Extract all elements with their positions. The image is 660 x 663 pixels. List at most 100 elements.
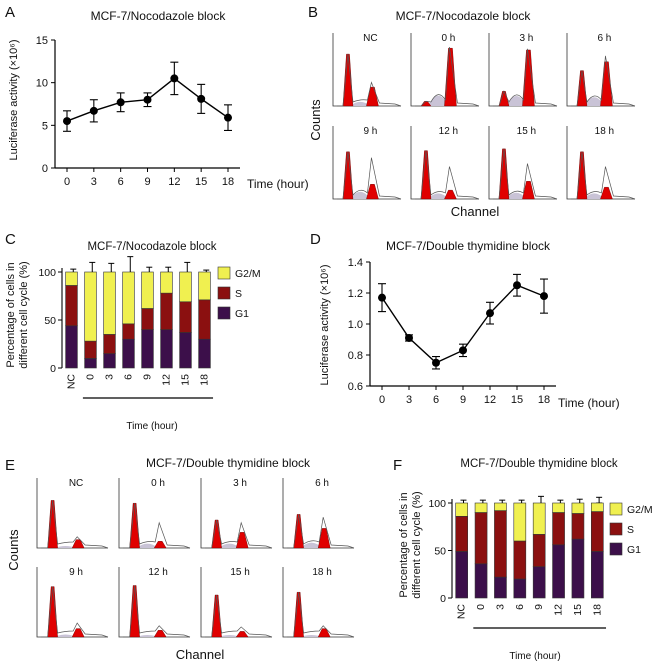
panel-f-bar-s xyxy=(552,512,565,546)
panel-c-bar-g2m xyxy=(103,271,116,335)
panel-c-bar-s xyxy=(198,299,211,340)
panel-b-overlay-trace xyxy=(493,148,558,200)
panel-a-data-point xyxy=(143,95,152,104)
panel-f-legend-label: G2/M xyxy=(627,504,653,516)
panel-f-legend-label: S xyxy=(627,524,634,536)
panel-e-overlay-trace xyxy=(41,586,109,638)
panel-a-data-point xyxy=(197,94,206,103)
panel-d-data-point xyxy=(540,292,548,301)
panel-b-overlay-trace xyxy=(571,151,636,200)
panel-e-s-phase-area xyxy=(54,634,77,637)
panel-e-s-phase-area xyxy=(54,546,77,548)
panel-b-g1-peak xyxy=(498,148,510,200)
panel-f-category-label: 3 xyxy=(494,604,506,610)
panel-f-legend-swatch-s xyxy=(609,522,623,536)
panel-b-overlay-trace xyxy=(415,150,480,200)
panel-a-data-point xyxy=(89,106,98,115)
panel-c-title: MCF-7/Nocodazole block xyxy=(87,241,216,253)
panel-d-xtick-label: 0 xyxy=(379,394,385,406)
panel-e-s-phase-area xyxy=(136,543,159,548)
panel-e-g1-peak xyxy=(129,503,140,549)
panel-b-g1-peak xyxy=(342,53,354,107)
panel-c-category-label: 9 xyxy=(142,374,154,380)
panel-e-g1-peak xyxy=(293,514,304,549)
panel-b-g2-peak xyxy=(522,181,535,200)
panel-b-g2-peak xyxy=(444,47,457,107)
panel-a-ytick-label: 5 xyxy=(42,120,48,132)
panel-f-title: MCF-7/Double thymidine block xyxy=(460,458,617,470)
panel-f-bar-s xyxy=(591,511,604,552)
panel-b-cell-label: NC xyxy=(363,33,377,44)
panel-a-data-point xyxy=(116,98,125,107)
panel-d-xtick-label: 12 xyxy=(484,394,496,406)
panel-e-overlay-trace xyxy=(287,514,355,549)
panel-b-cell-label: 9 h xyxy=(363,126,377,137)
panel-letter-f: F xyxy=(393,457,402,474)
panel-a-xtick-label: 6 xyxy=(118,176,124,188)
panel-f-bar-g1 xyxy=(552,544,565,599)
panel-f-category-label: 9 xyxy=(533,604,545,610)
panel-a-xtick-label: 18 xyxy=(222,176,234,188)
panel-c-ytick-label: 0 xyxy=(50,363,56,375)
panel-c-legend-label: G1 xyxy=(235,308,249,320)
panel-b-cell-label: 0 h xyxy=(441,33,455,44)
panel-b-xlabel: Channel xyxy=(451,204,500,219)
panel-f-bar-g1 xyxy=(591,551,604,599)
panel-b-s-phase-area xyxy=(349,191,371,199)
panel-d-xtick-label: 9 xyxy=(460,394,466,406)
panel-d-ytick-label: 1.2 xyxy=(348,288,363,300)
panel-f-legend-swatch-g1 xyxy=(609,542,623,556)
panel-b-g2-peak xyxy=(444,189,457,200)
panel-b-g2-peak xyxy=(600,61,613,107)
panel-f-bar-g1 xyxy=(532,566,546,599)
panel-d-ytick-label: 1.4 xyxy=(348,257,363,269)
panel-f-category-label: 6 xyxy=(514,604,526,610)
panel-f-bar-g1 xyxy=(455,551,468,599)
panel-e-cell-label: 18 h xyxy=(312,567,331,578)
panel-b-g1-peak xyxy=(342,151,354,200)
panel-c-bar-s xyxy=(65,285,78,327)
panel-c-bar-s xyxy=(160,292,173,330)
panel-f-category-label: 18 xyxy=(591,604,603,616)
panel-letter-d: D xyxy=(310,231,321,248)
panel-e-g1-peak xyxy=(211,519,222,549)
panel-c-legend-label: S xyxy=(235,288,242,300)
panel-b-overlay-trace xyxy=(337,54,402,107)
panel-c-category-label: 12 xyxy=(161,374,173,386)
panel-e-overlay-trace xyxy=(123,503,191,549)
panel-c-bar-g2m xyxy=(65,271,78,286)
panel-d-data-point xyxy=(405,333,413,342)
panel-c-bar-g1 xyxy=(84,358,97,369)
panel-e-cell-label: 6 h xyxy=(315,478,329,489)
panel-e-g1-peak xyxy=(211,594,222,638)
panel-e-cell-label: 9 h xyxy=(69,567,83,578)
panel-f-bar-g2m xyxy=(571,502,585,514)
panel-e-overlay-trace xyxy=(41,500,109,549)
panel-e-g1-peak xyxy=(47,586,58,638)
panel-b-g1-peak xyxy=(576,151,588,200)
panel-b-ylabel: Counts xyxy=(308,99,323,141)
panel-e-ylabel: Counts xyxy=(6,529,21,571)
panel-c-bar-g1 xyxy=(179,332,192,369)
panel-e-cell-label: 3 h xyxy=(233,478,247,489)
panel-c-category-label: NC xyxy=(66,374,78,390)
panel-b-overlay-trace xyxy=(571,55,636,107)
panel-d-ytick-label: 1.0 xyxy=(348,319,363,331)
panel-f-bar-g2m xyxy=(455,502,468,517)
panel-b-s-phase-area xyxy=(583,193,605,199)
panel-f-ytick-label: 0 xyxy=(440,593,446,605)
panel-f-bar-g1 xyxy=(494,576,507,599)
panel-d-xlabel: Time (hour) xyxy=(558,396,620,410)
panel-c-bar-s xyxy=(103,334,116,354)
panel-c-ytick-label: 50 xyxy=(44,315,56,327)
panel-e-g1-peak xyxy=(47,500,58,549)
panel-d-data-point xyxy=(459,346,467,355)
panel-f-legend-swatch-g2m xyxy=(609,502,623,516)
panel-letter-b: B xyxy=(308,4,318,21)
panel-d-data-point xyxy=(486,309,494,318)
panel-f-bar-g2m xyxy=(532,502,546,535)
panel-f-category-label: 0 xyxy=(475,604,487,610)
panel-e-overlay-trace xyxy=(123,585,191,638)
panel-a-ytick-label: 0 xyxy=(42,163,48,175)
panel-e-g2-peak xyxy=(153,630,167,638)
